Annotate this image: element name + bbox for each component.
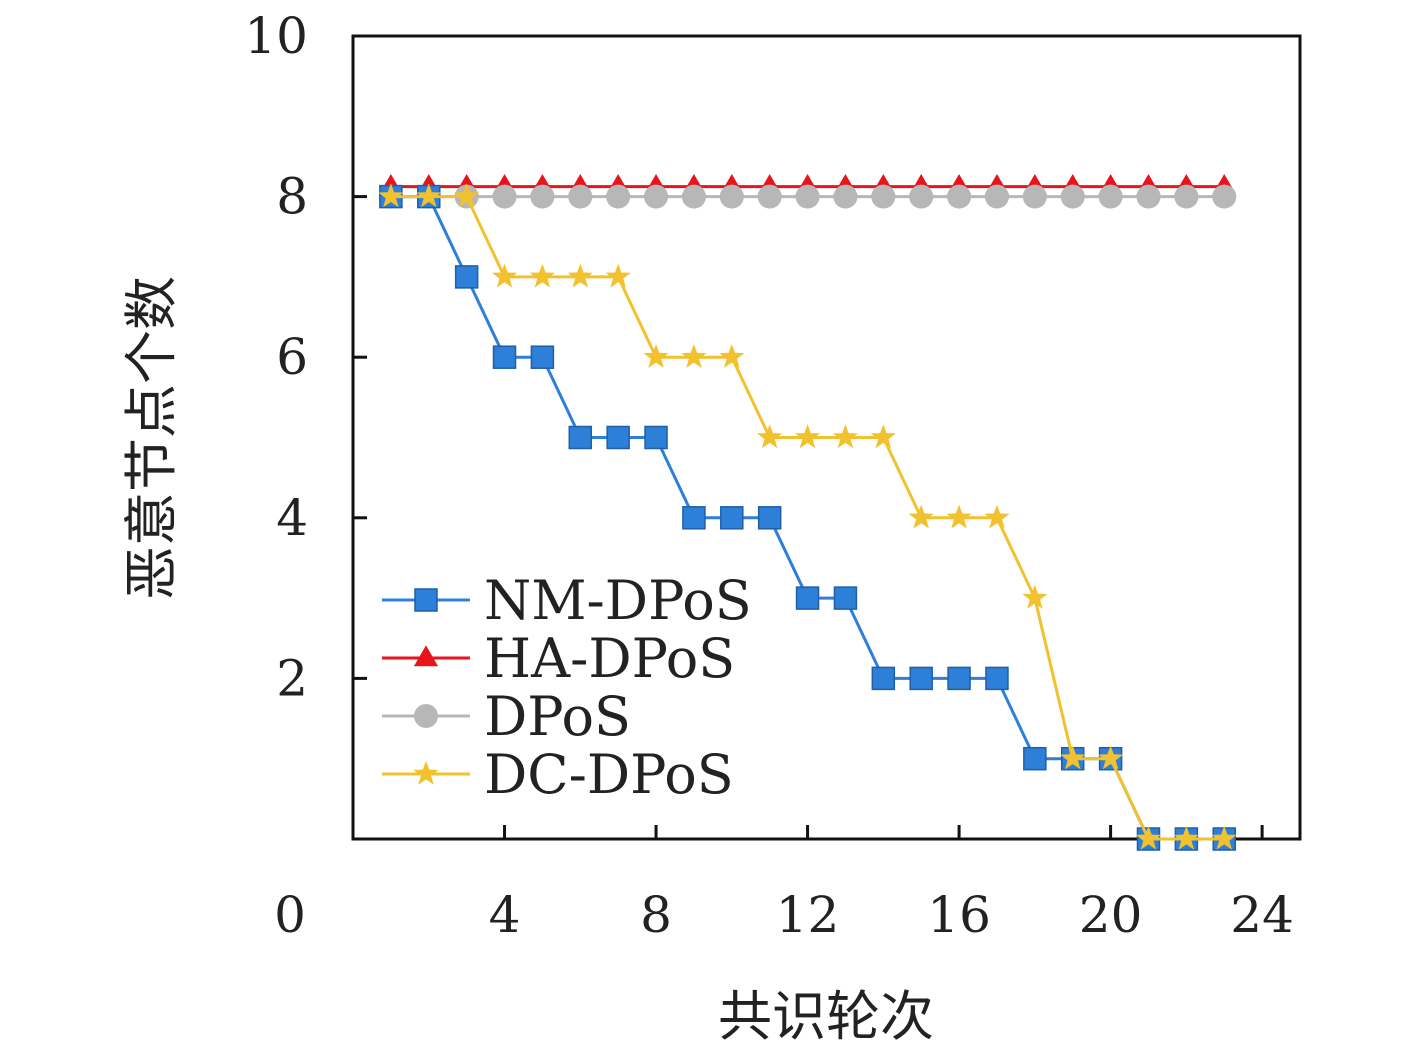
data-point — [606, 184, 631, 209]
data-point — [795, 586, 820, 610]
data-point — [947, 666, 971, 691]
data-point — [454, 265, 479, 289]
data-point — [795, 424, 821, 449]
data-point — [757, 506, 782, 530]
data-point — [870, 424, 896, 449]
data-point — [492, 184, 517, 209]
y-axis-title: 恶意节点个数 — [120, 276, 183, 600]
data-point — [1022, 184, 1047, 209]
data-point — [1098, 745, 1124, 770]
legend-marker — [414, 704, 438, 728]
data-point — [568, 425, 593, 450]
data-point — [681, 184, 706, 209]
data-point — [1211, 825, 1237, 850]
data-point — [1060, 745, 1086, 770]
data-point — [720, 506, 744, 530]
data-point — [947, 184, 972, 209]
data-point — [757, 184, 782, 209]
legend-entry: DPoS — [382, 685, 631, 748]
data-point — [833, 184, 858, 209]
series-dpos — [378, 184, 1237, 209]
data-point — [568, 184, 593, 209]
legend-label: DPoS — [484, 685, 631, 748]
data-point — [909, 666, 933, 691]
legend-label: NM-DPoS — [484, 569, 752, 632]
legend-marker — [413, 760, 439, 785]
legend-marker — [413, 645, 439, 667]
x-tick-label: 12 — [776, 886, 840, 944]
data-point — [1135, 825, 1161, 850]
data-point — [492, 345, 517, 369]
data-point — [719, 344, 745, 368]
series-layer — [378, 173, 1237, 851]
y-tick-label: 10 — [244, 7, 308, 65]
data-point — [1136, 184, 1161, 209]
data-point — [606, 425, 630, 450]
legend-label: HA-DPoS — [484, 627, 735, 690]
data-point — [530, 184, 555, 209]
data-point — [795, 184, 820, 209]
x-tick-label: 16 — [927, 886, 991, 944]
data-point — [1173, 825, 1199, 850]
x-axis-title: 共识轮次 — [718, 985, 934, 1048]
data-point — [682, 506, 706, 530]
data-point — [1022, 584, 1048, 609]
x-tick-label: 20 — [1079, 886, 1143, 944]
data-point — [1212, 184, 1237, 209]
data-point — [719, 184, 744, 209]
legend-marker — [414, 588, 438, 612]
legend-label: DC-DPoS — [484, 743, 734, 806]
data-point — [984, 504, 1010, 529]
data-point — [832, 424, 858, 449]
data-point — [454, 183, 480, 208]
data-point — [567, 263, 593, 288]
legend-entry: HA-DPoS — [382, 627, 735, 690]
x-tick-label: 8 — [640, 886, 672, 944]
data-point — [644, 425, 668, 450]
data-point — [833, 586, 858, 610]
data-point — [984, 184, 1009, 209]
data-point — [416, 183, 442, 208]
data-point — [871, 184, 896, 209]
data-point — [681, 344, 707, 368]
x-tick-label: 24 — [1230, 886, 1294, 944]
legend-entry: DC-DPoS — [382, 743, 734, 806]
y-tick-label: 2 — [276, 649, 308, 707]
y-tick-label: 8 — [276, 168, 308, 226]
data-point — [529, 263, 555, 288]
data-point — [644, 184, 669, 209]
data-point — [985, 666, 1009, 691]
data-point — [871, 666, 896, 691]
legend-entry: NM-DPoS — [382, 569, 752, 632]
y-tick-label: 6 — [276, 328, 308, 386]
data-point — [1023, 746, 1047, 771]
data-point — [946, 504, 972, 529]
data-point — [909, 184, 934, 209]
data-point — [530, 345, 555, 369]
data-point — [605, 263, 631, 288]
data-point — [378, 183, 404, 208]
x-tick-label: 4 — [489, 886, 521, 944]
origin-tick-label: 0 — [274, 886, 306, 944]
data-point — [1098, 184, 1123, 209]
data-point — [643, 344, 669, 368]
data-point — [1174, 184, 1199, 209]
data-point — [757, 424, 783, 449]
plot-area-frame — [351, 34, 1302, 841]
data-point — [492, 263, 518, 288]
data-point — [1060, 184, 1085, 209]
data-point — [908, 504, 934, 529]
series-dc-dpos — [378, 183, 1237, 850]
y-tick-label: 4 — [276, 489, 308, 547]
